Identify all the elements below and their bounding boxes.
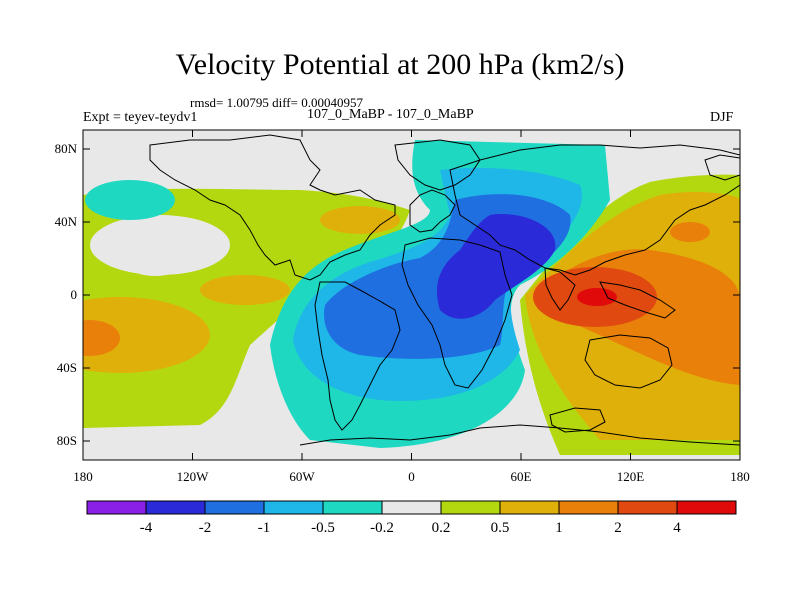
colorbar-label: -0.2 [370, 520, 394, 536]
contour-pos-left-orange [83, 297, 210, 373]
coast-europe [409, 189, 456, 233]
experiment-label: Expt = teyev-teydv1 [83, 110, 198, 125]
x-label-60w: 60W [289, 469, 315, 484]
coast-north-america [149, 134, 396, 281]
colorbar-swatch [381, 500, 442, 515]
colorbar-label: -2 [198, 520, 212, 536]
y-label-40s: 40S [56, 360, 77, 375]
y-label-80s: 80S [56, 433, 77, 448]
contour-neg-darkblue [436, 214, 556, 319]
contour-pos-right-max [577, 288, 617, 306]
colorbar-swatch [322, 500, 383, 515]
y-label-80n: 80N [54, 141, 77, 156]
y-label-0: 0 [70, 287, 78, 302]
coast-greenland [394, 139, 481, 191]
colorbar-swatch [676, 500, 737, 515]
coastlines [149, 134, 740, 446]
x-label-60e: 60E [510, 469, 532, 484]
stats-line: rmsd= 1.00795 diff= 0.00040957 [190, 95, 363, 110]
colorbar-label: 1 [555, 520, 563, 536]
colorbar-swatch [145, 500, 206, 515]
colorbar-label: 0.2 [431, 520, 451, 536]
x-ticks [82, 130, 741, 460]
coast-africa [401, 237, 513, 389]
contour-ocean-gap [90, 215, 230, 275]
map-field [83, 130, 740, 460]
colorbar [86, 500, 737, 515]
contour-pos-left-gap3 [320, 206, 400, 234]
coast-australia [584, 334, 673, 389]
coast-south-america [314, 281, 401, 431]
coast-eurasia [449, 144, 740, 276]
runs-label: 107_0_MaBP - 107_0_MaBP [307, 107, 474, 122]
contour-pos-right-ne [670, 222, 710, 242]
colorbar-label: -4 [139, 520, 153, 536]
colorbar-label: 2 [614, 520, 622, 536]
colorbar-label: -0.5 [311, 520, 335, 536]
season-label: DJF [710, 110, 734, 125]
colorbar-swatch [263, 500, 324, 515]
coast-india [544, 267, 576, 311]
x-label-180e: 180 [730, 469, 750, 484]
contour-arctic-gap [135, 264, 175, 276]
colorbar-swatch [558, 500, 619, 515]
colorbar-swatch [204, 500, 265, 515]
y-label-40n: 40N [54, 214, 77, 229]
coast-ne-siberia [704, 154, 740, 181]
x-label-180w: 180 [73, 469, 93, 484]
colorbar-swatch [440, 500, 501, 515]
x-label-120e: 120E [616, 469, 645, 484]
map-title: Velocity Potential at 200 hPa (km2/s) [175, 48, 625, 81]
x-label-0: 0 [408, 469, 415, 484]
contour-pos-left-deep [83, 320, 120, 356]
y-ticks [83, 148, 740, 442]
coast-se-asia [599, 281, 676, 319]
colorbar-swatch [499, 500, 560, 515]
x-label-120w: 120W [176, 469, 209, 484]
contour-pos-left-gap2 [200, 275, 290, 305]
coast-antarctic-island [549, 407, 606, 433]
colorbar-swatch [86, 500, 147, 515]
colorbar-label: -1 [257, 520, 271, 536]
coast-antarctica [299, 424, 740, 446]
colorbar-label: 4 [673, 520, 681, 536]
colorbar-swatch [617, 500, 678, 515]
colorbar-label: 0.5 [490, 520, 510, 536]
contour-arctic-teal [85, 180, 175, 220]
